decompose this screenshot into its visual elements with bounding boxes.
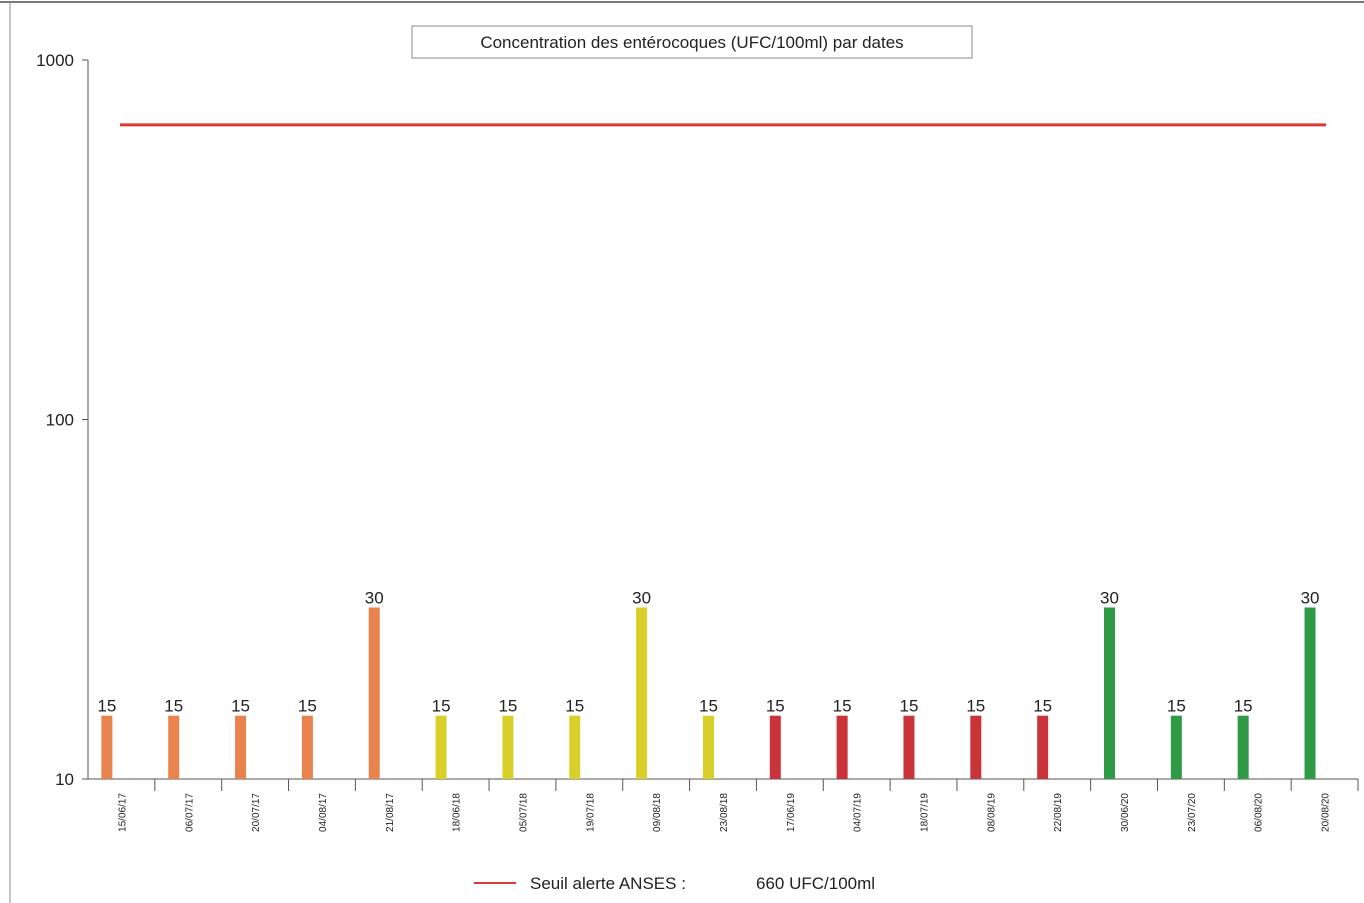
bar-value-label: 15 bbox=[498, 697, 517, 716]
bar bbox=[769, 715, 781, 779]
y-tick-label: 100 bbox=[46, 411, 74, 430]
bar-series bbox=[101, 607, 1316, 779]
bar bbox=[435, 715, 447, 779]
bar bbox=[702, 715, 714, 779]
bar-value-label: 15 bbox=[231, 697, 250, 716]
x-category-label: 09/08/18 bbox=[652, 793, 663, 832]
bar bbox=[636, 607, 648, 779]
bar-value-label: 15 bbox=[699, 697, 718, 716]
x-category-label: 15/06/17 bbox=[117, 793, 128, 832]
chart-title-text: Concentration des entérocoques (UFC/100m… bbox=[480, 33, 903, 52]
bar-value-label: 15 bbox=[833, 697, 852, 716]
bar-value-label: 15 bbox=[432, 697, 451, 716]
x-category-label: 08/08/19 bbox=[986, 793, 997, 832]
bar bbox=[836, 715, 848, 779]
x-category-label: 21/08/17 bbox=[385, 793, 396, 832]
bar bbox=[1237, 715, 1249, 779]
x-category-label: 30/06/20 bbox=[1120, 793, 1131, 832]
x-category-label: 20/08/20 bbox=[1321, 793, 1332, 832]
bar-value-label: 15 bbox=[565, 697, 584, 716]
bar bbox=[970, 715, 982, 779]
bar bbox=[168, 715, 180, 779]
y-tick-label: 10 bbox=[55, 770, 74, 789]
x-category-label: 18/07/19 bbox=[920, 793, 931, 832]
x-axis-ticks: 15/06/17 06/07/17 20/07/17 04/08/17 21/08/17… bbox=[117, 779, 1359, 832]
x-category-label: 23/08/18 bbox=[719, 793, 730, 832]
bar bbox=[1170, 715, 1182, 779]
data-labels: 15 15 15 15 30 15 15 15 30 15 15 15 15 15 15 30 15 15 30 bbox=[97, 588, 1319, 715]
bar-value-label: 30 bbox=[632, 588, 651, 607]
legend-threshold-value: 660 UFC/100ml bbox=[756, 874, 875, 893]
bar-value-label: 15 bbox=[97, 697, 116, 716]
x-category-label: 04/07/19 bbox=[853, 793, 864, 832]
y-tick-label: 1000 bbox=[36, 51, 74, 70]
bar bbox=[1304, 607, 1316, 779]
bar-value-label: 30 bbox=[1100, 588, 1119, 607]
x-category-label: 06/08/20 bbox=[1254, 793, 1265, 832]
bar bbox=[301, 715, 313, 779]
x-category-label: 23/07/20 bbox=[1187, 793, 1198, 832]
x-category-label: 06/07/17 bbox=[184, 793, 195, 832]
bar-value-label: 30 bbox=[1301, 588, 1320, 607]
bar-value-label: 15 bbox=[1033, 697, 1052, 716]
bar-value-label: 30 bbox=[365, 588, 384, 607]
legend: Seuil alerte ANSES : 660 UFC/100ml bbox=[474, 874, 875, 893]
bar bbox=[235, 715, 247, 779]
legend-threshold-label: Seuil alerte ANSES : bbox=[530, 874, 686, 893]
x-category-label: 20/07/17 bbox=[251, 793, 262, 832]
bar bbox=[502, 715, 514, 779]
chart-title-box bbox=[411, 25, 973, 59]
x-category-label: 18/06/18 bbox=[452, 793, 463, 832]
x-category-label: 17/06/19 bbox=[786, 793, 797, 832]
bar bbox=[1037, 715, 1049, 779]
bar-value-label: 15 bbox=[766, 697, 785, 716]
bar-value-label: 15 bbox=[966, 697, 985, 716]
bar-value-label: 15 bbox=[1167, 697, 1186, 716]
chart-title: Concentration des entérocoques (UFC/100m… bbox=[411, 25, 973, 59]
bar bbox=[569, 715, 581, 779]
bar bbox=[101, 715, 113, 779]
x-category-label: 22/08/19 bbox=[1053, 793, 1064, 832]
bar bbox=[903, 715, 915, 779]
x-category-label: 05/07/18 bbox=[518, 793, 529, 832]
x-category-label: 19/07/18 bbox=[585, 793, 596, 832]
x-category-label: 04/08/17 bbox=[318, 793, 329, 832]
bar-value-label: 15 bbox=[1234, 697, 1253, 716]
bar-value-label: 15 bbox=[298, 697, 317, 716]
y-axis-ticks: 10 100 1000 bbox=[36, 51, 88, 789]
bar bbox=[1104, 607, 1115, 779]
bar-value-label: 15 bbox=[900, 697, 919, 716]
bar-value-label: 15 bbox=[164, 697, 183, 716]
bar bbox=[368, 607, 380, 779]
